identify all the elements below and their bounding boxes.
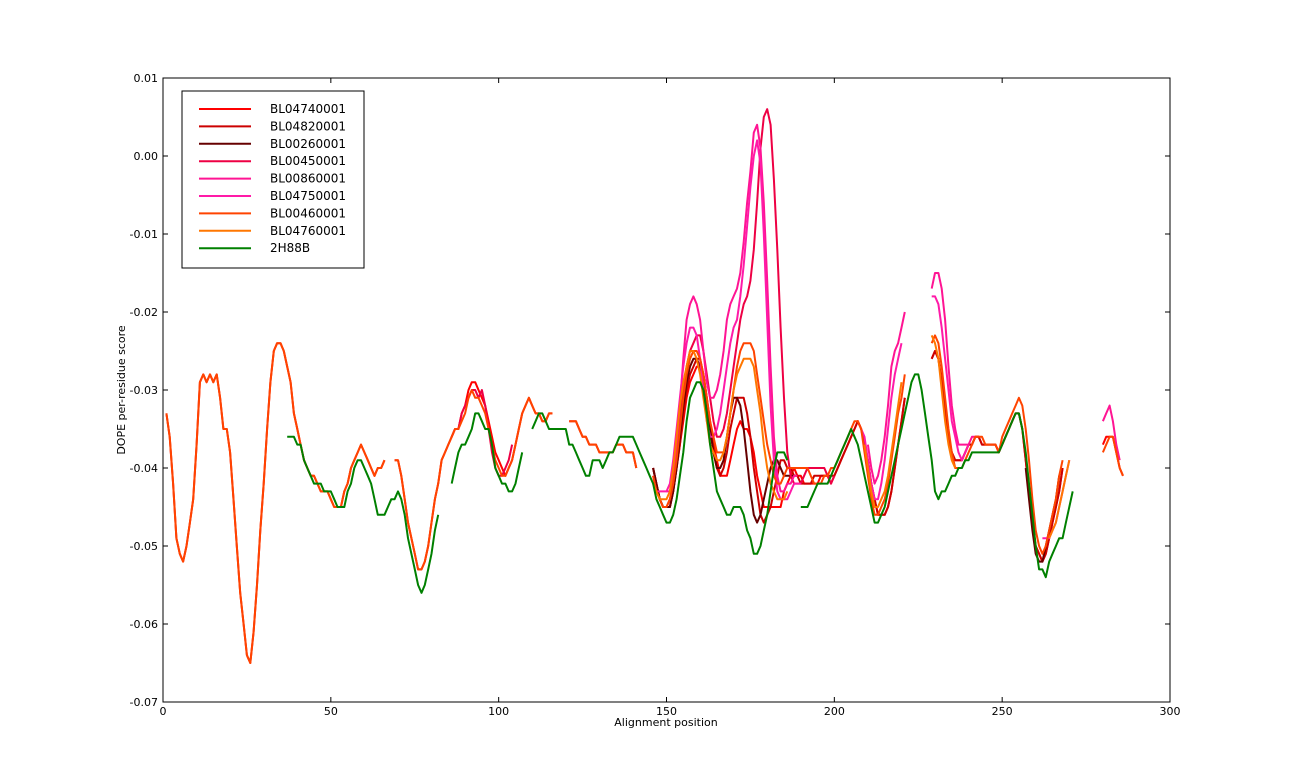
x-tick-label: 300 <box>1160 705 1181 718</box>
legend-item: BL00450001 <box>199 154 346 168</box>
legend-item: BL04750001 <box>199 189 346 203</box>
x-tick-label: 200 <box>824 705 845 718</box>
series-line-BL00460001-seg4 <box>930 334 1064 555</box>
x-axis-label: Alignment position <box>614 716 717 729</box>
legend-label: BL00450001 <box>270 154 346 168</box>
legend-item: BL04760001 <box>199 224 346 238</box>
series-line-BL00260001-seg0 <box>652 357 795 524</box>
x-tick-label: 250 <box>992 705 1013 718</box>
legend-label: BL00860001 <box>270 172 346 186</box>
legend-item: BL04820001 <box>199 119 346 133</box>
y-tick-label: -0.04 <box>130 462 158 475</box>
legend-label: BL04750001 <box>270 189 346 203</box>
series-layer <box>165 108 1124 664</box>
series-line-BL00860001-seg3 <box>1101 404 1121 461</box>
ticks-layer: 0 50 100 150 200 250 300 0.01 0.00 -0.01 -0.02 -0.0… <box>130 72 1181 718</box>
series-line-BL04750001-seg2 <box>931 295 970 462</box>
y-tick-label: -0.05 <box>130 540 158 553</box>
legend-label: BL00460001 <box>270 206 346 220</box>
series-line-BL00460001-seg0 <box>165 342 386 664</box>
y-tick-label: -0.02 <box>130 306 158 319</box>
series-line-2H88B-seg3 <box>800 373 1074 579</box>
legend-item: 2H88B <box>199 241 310 255</box>
legend-item: BL04740001 <box>199 102 346 116</box>
y-tick-label: -0.01 <box>130 228 158 241</box>
series-BL00460001 <box>165 334 1124 664</box>
legend-item: BL00860001 <box>199 172 346 186</box>
legend-label: BL04820001 <box>270 119 346 133</box>
series-line-BL00460001-seg2 <box>569 420 638 469</box>
legend: BL04740001 BL04820001 BL00260001 BL00450001… <box>181 90 365 269</box>
series-line-BL00460001-seg5 <box>1101 435 1124 477</box>
legend-label: BL04760001 <box>270 224 346 238</box>
series-line-BL04760001-seg0 <box>652 350 789 501</box>
y-tick-label: -0.07 <box>130 696 158 709</box>
legend-item: BL00260001 <box>199 137 346 151</box>
series-line-2H88B-seg0 <box>287 435 440 594</box>
series-line-BL00860001-seg1 <box>866 311 906 485</box>
legend-items: BL04740001 BL04820001 BL00260001 BL00450001… <box>199 102 346 255</box>
series-line-BL04750001-seg1 <box>860 342 903 501</box>
series-line-BL00450001-seg1 <box>665 108 836 508</box>
y-axis-label: DOPE per-residue score <box>115 325 128 455</box>
legend-label: BL04740001 <box>270 102 346 116</box>
y-tick-label: 0.00 <box>134 150 159 163</box>
y-tick-label: 0.01 <box>134 72 159 85</box>
y-tick-label: -0.06 <box>130 618 158 631</box>
legend-label: BL00260001 <box>270 137 346 151</box>
series-BL04760001 <box>652 335 1071 539</box>
legend-item: BL00460001 <box>199 206 346 220</box>
series-line-2H88B-seg2 <box>531 381 789 555</box>
series-line-2H88B-seg1 <box>450 412 524 493</box>
series-line-BL00460001-seg1 <box>394 389 553 571</box>
series-line-BL00460001-seg3 <box>652 342 906 516</box>
legend-label: 2H88B <box>270 241 310 255</box>
x-tick-label: 100 <box>488 705 509 718</box>
x-tick-label: 50 <box>324 705 338 718</box>
series-line-BL04760001-seg3 <box>1048 459 1071 539</box>
x-tick-label: 0 <box>160 705 167 718</box>
y-tick-label: -0.03 <box>130 384 158 397</box>
series-line-BL04760001-seg1 <box>863 382 903 508</box>
series-2H88B <box>287 373 1074 594</box>
x-tick-label: 150 <box>656 705 677 718</box>
series-line-BL04760001-seg2 <box>930 335 957 469</box>
